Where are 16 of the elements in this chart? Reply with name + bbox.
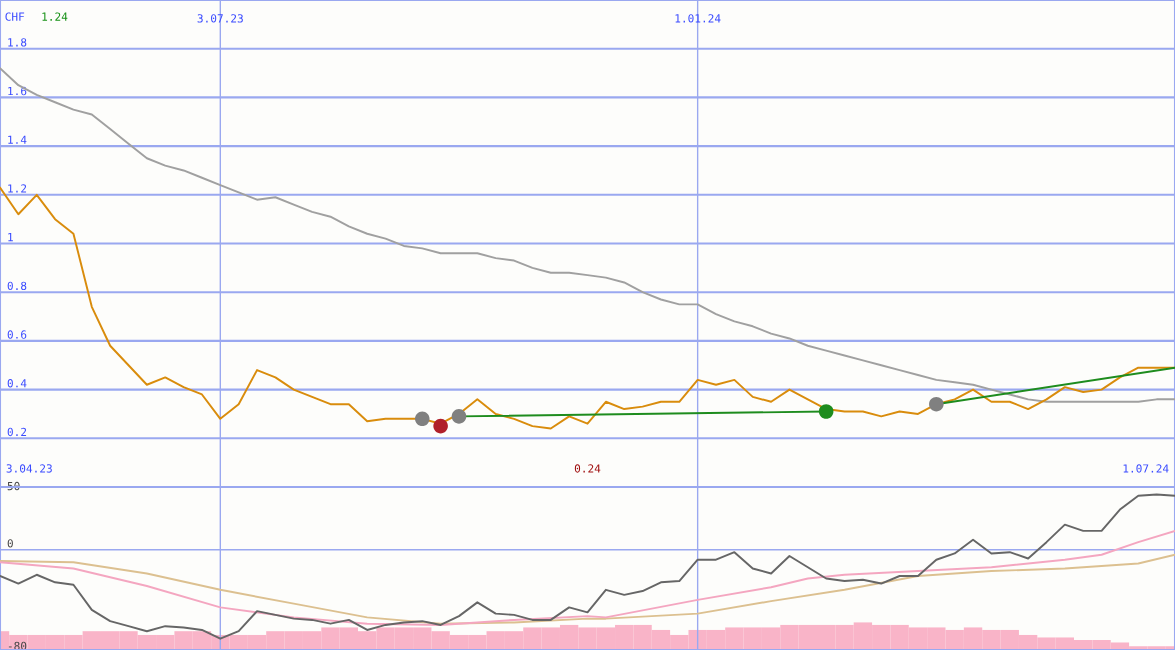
annotation: 1.24 — [42, 12, 68, 21]
y-tick-label: 0 — [7, 539, 13, 548]
annotation: 3.04.23 — [6, 464, 52, 473]
y-tick-label: 0.4 — [7, 379, 27, 388]
y-tick-label: 0.2 — [7, 427, 27, 437]
y-tick-label: 1 — [8, 233, 13, 242]
y-axis-title: CHF — [5, 12, 25, 21]
annotation: 1.07.24 — [1123, 464, 1169, 473]
y-tick-label: 1.4 — [8, 135, 27, 144]
y-tick-label: 0.8 — [7, 281, 27, 291]
x-tick-label: 1.01.24 — [675, 14, 721, 23]
annotation: 0.24 — [574, 464, 601, 473]
y-tick-label: 0.6 — [7, 330, 27, 339]
y-tick-label: 1.8 — [8, 38, 27, 47]
y-tick-label: 1.2 — [8, 184, 27, 193]
x-tick-label: 3.07.23 — [197, 14, 243, 23]
